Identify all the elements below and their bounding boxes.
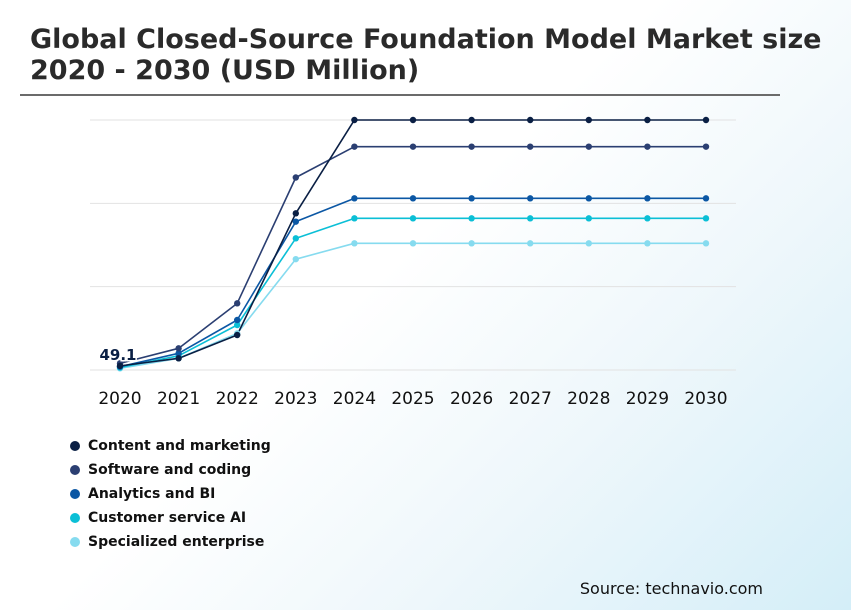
x-tick-label: 2021 [157,389,200,409]
legend-item: Specialized enterprise [70,530,271,554]
data-point [351,143,358,150]
chart-title-line-1: Global Closed-Source Foundation Model Ma… [30,24,822,55]
data-point [702,195,710,202]
legend-label: Software and coding [88,462,252,478]
data-point [527,240,534,247]
data-point [175,355,182,362]
legend-item: Analytics and BI [70,482,271,506]
data-point [292,174,299,181]
legend-item: Software and coding [70,458,271,482]
data-point [409,195,417,202]
data-point [468,195,475,202]
x-tick-label: 2022 [216,389,259,409]
data-point [409,116,417,124]
x-tick-label: 2029 [626,389,669,409]
chart-title: Global Closed-Source Foundation Model Ma… [30,24,840,86]
data-point [585,195,592,202]
series-line [119,197,706,368]
data-point [585,143,592,150]
data-point [292,235,299,242]
legend-marker [70,513,80,523]
data-point [116,362,124,370]
data-point [175,345,182,352]
data-point [527,215,534,222]
data-point [702,143,710,150]
data-point [644,195,651,202]
x-tick-label: 2024 [333,389,376,409]
legend-marker [70,537,80,547]
data-point [468,240,475,247]
title-divider [20,94,780,96]
x-tick-label: 2020 [98,389,141,409]
data-point [292,218,299,225]
legend-item: Content and marketing [70,434,271,458]
data-point [644,116,651,124]
legend-marker [70,489,80,499]
series-points [116,116,710,372]
data-point [702,240,710,247]
data-point [351,195,358,202]
data-point [585,240,592,247]
data-point [702,116,710,124]
legend-label: Content and marketing [88,438,271,454]
data-point [585,116,592,124]
x-tick-label: 2025 [391,389,434,409]
x-tick-label: 2030 [684,389,727,409]
data-point [351,215,358,222]
data-point [234,300,241,307]
legend-marker [70,465,80,475]
data-point [409,215,417,222]
chart-legend: Content and marketing Software and coding… [70,434,271,554]
data-point [351,116,358,124]
legend-item: Customer service AI [70,506,271,530]
data-point [234,321,241,329]
data-point [409,240,417,247]
data-point [292,255,299,263]
data-point [702,215,710,222]
series-line [119,145,706,365]
legend-label: Analytics and BI [88,486,216,502]
x-tick-label: 2028 [567,389,610,409]
data-label-first-point: 49.1 [99,346,136,364]
x-tick-label: 2023 [274,389,317,409]
data-point [234,331,241,339]
legend-label: Specialized enterprise [88,534,265,550]
legend-label: Customer service AI [88,510,247,526]
x-tick-label: 2026 [450,389,493,409]
data-point [468,143,475,150]
data-point [527,195,534,202]
data-point [351,240,358,247]
legend-marker [70,441,80,451]
chart-title-line-2: 2020 - 2030 (USD Million) [30,55,420,86]
x-tick-label: 2027 [509,389,552,409]
data-point [468,215,475,222]
data-point [409,143,417,150]
data-point [468,116,475,124]
data-point [175,350,182,357]
data-point [585,215,592,222]
x-axis-ticks: 2020 2021 2022 2023 2024 2025 2026 2027 2028 2029… [98,389,727,409]
data-point [234,316,241,324]
data-point [292,210,299,217]
data-point [644,143,651,150]
series-line [119,242,706,370]
data-point [527,143,534,150]
data-point [527,116,534,124]
data-point [644,215,651,222]
source-note: Source: technavio.com [579,579,763,598]
data-point [644,240,651,247]
